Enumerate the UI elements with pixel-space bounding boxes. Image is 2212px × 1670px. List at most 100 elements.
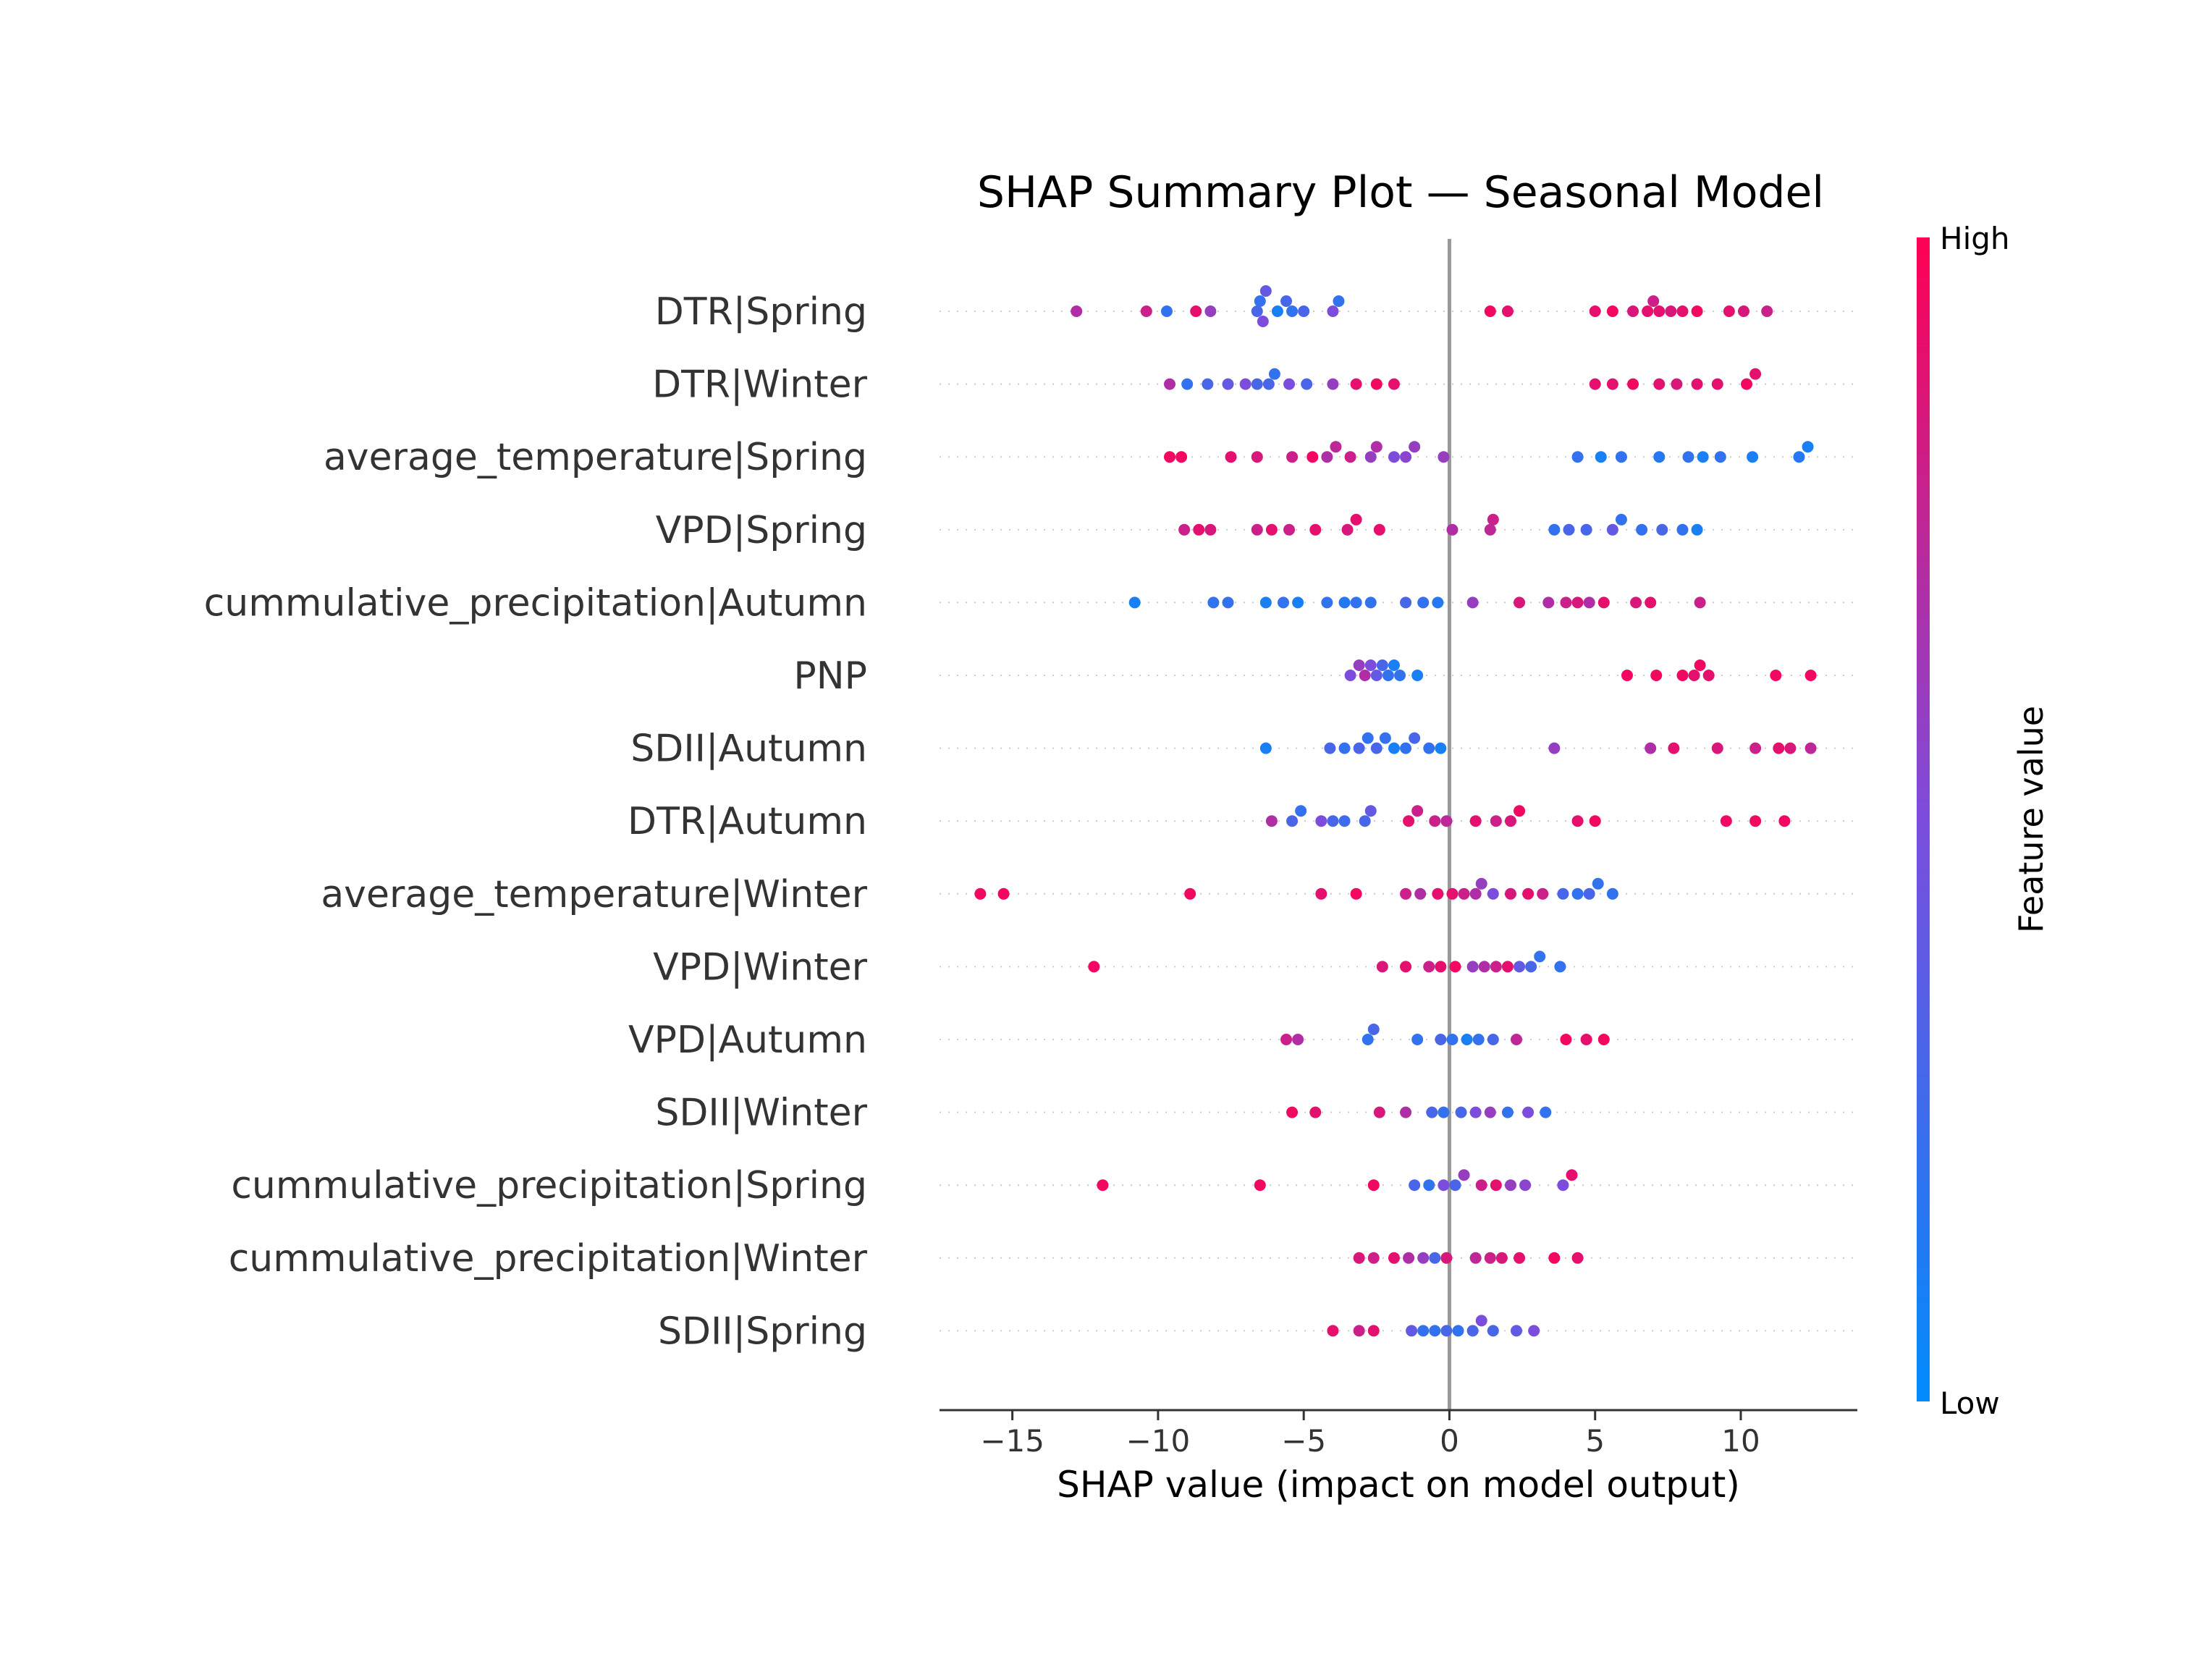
shap-point bbox=[1403, 1252, 1415, 1264]
shap-point bbox=[1711, 378, 1723, 390]
shap-point bbox=[1691, 305, 1703, 317]
shap-point bbox=[1362, 732, 1374, 744]
shap-point bbox=[1204, 305, 1217, 317]
shap-point bbox=[1364, 596, 1377, 609]
shap-point bbox=[1432, 596, 1444, 609]
shap-point bbox=[1469, 1252, 1482, 1264]
shap-point bbox=[1458, 1169, 1470, 1181]
feature-label: DTR|Spring bbox=[655, 290, 867, 334]
shap-point bbox=[1440, 815, 1453, 827]
shap-point bbox=[1359, 670, 1371, 681]
shap-point bbox=[1597, 1034, 1610, 1045]
shap-point bbox=[1595, 451, 1607, 463]
data-points bbox=[974, 285, 1817, 1337]
shap-point bbox=[1251, 523, 1263, 536]
shap-point bbox=[1438, 1106, 1450, 1118]
shap-point bbox=[1627, 378, 1639, 390]
shap-point bbox=[1522, 887, 1535, 900]
shap-point bbox=[1487, 1034, 1499, 1045]
shap-point bbox=[1645, 742, 1657, 754]
shap-point bbox=[1338, 742, 1351, 754]
shap-point bbox=[1560, 1034, 1572, 1045]
shap-point bbox=[1327, 305, 1339, 317]
shap-point bbox=[1435, 742, 1447, 754]
shap-point bbox=[1571, 887, 1584, 900]
shap-point bbox=[1277, 596, 1289, 609]
shap-point bbox=[1265, 815, 1278, 827]
shap-point bbox=[1423, 742, 1435, 754]
shap-point bbox=[1469, 1106, 1482, 1118]
shap-point bbox=[1802, 441, 1814, 453]
shap-point bbox=[1784, 742, 1797, 754]
shap-point bbox=[1484, 523, 1496, 536]
shap-point bbox=[1458, 887, 1470, 900]
shap-point bbox=[1548, 742, 1561, 754]
shap-point bbox=[1682, 451, 1694, 463]
shap-point bbox=[1749, 368, 1762, 380]
shap-point bbox=[1580, 523, 1592, 536]
shap-point bbox=[1504, 1179, 1516, 1192]
feature-label: SDII|Spring bbox=[658, 1310, 867, 1353]
shap-point bbox=[1676, 523, 1689, 536]
shap-point bbox=[1490, 961, 1502, 973]
shap-point bbox=[1364, 805, 1377, 817]
shap-point bbox=[1411, 670, 1424, 681]
shap-point bbox=[1554, 961, 1566, 973]
shap-point bbox=[1295, 805, 1307, 817]
shap-point bbox=[1321, 451, 1333, 463]
shap-point bbox=[1438, 451, 1450, 463]
x-axis-label: SHAP value (impact on model output) bbox=[1057, 1464, 1740, 1506]
shap-point bbox=[1694, 596, 1706, 609]
shap-point bbox=[1376, 659, 1388, 671]
shap-point bbox=[1589, 305, 1601, 317]
shap-point bbox=[1469, 815, 1482, 827]
shap-point bbox=[1589, 378, 1601, 390]
shap-point bbox=[1370, 670, 1382, 681]
shap-point bbox=[1571, 815, 1584, 827]
shap-point bbox=[1804, 670, 1817, 681]
shap-point bbox=[1330, 441, 1342, 453]
shap-point bbox=[1501, 961, 1514, 973]
shap-point bbox=[1353, 1325, 1365, 1337]
shap-point bbox=[1571, 1252, 1584, 1264]
shap-point bbox=[1373, 1106, 1385, 1118]
shap-point bbox=[1548, 523, 1561, 536]
shap-point bbox=[1630, 596, 1642, 609]
shap-point bbox=[1409, 732, 1421, 744]
shap-point bbox=[1478, 961, 1490, 973]
shap-point bbox=[1738, 305, 1750, 317]
shap-point bbox=[1589, 815, 1601, 827]
shap-point bbox=[1286, 305, 1299, 317]
shap-point bbox=[1636, 523, 1648, 536]
shap-point bbox=[1621, 670, 1633, 681]
shap-point bbox=[1388, 451, 1400, 463]
shap-point bbox=[1656, 523, 1668, 536]
shap-point bbox=[1557, 1179, 1569, 1192]
feature-label: VPD|Winter bbox=[653, 945, 868, 989]
shap-point bbox=[1388, 1252, 1400, 1264]
shap-point bbox=[1164, 451, 1176, 463]
chart-title: SHAP Summary Plot — Seasonal Model bbox=[977, 167, 1824, 218]
shap-point bbox=[1400, 742, 1412, 754]
shap-point bbox=[1350, 596, 1362, 609]
shap-point bbox=[1597, 596, 1610, 609]
shap-point bbox=[1097, 1179, 1109, 1192]
shap-point bbox=[1484, 1106, 1496, 1118]
x-tick-label: −5 bbox=[1281, 1423, 1326, 1459]
shap-point bbox=[1642, 305, 1654, 317]
shap-point bbox=[1583, 887, 1595, 900]
shap-point bbox=[1770, 670, 1782, 681]
shap-point bbox=[1409, 441, 1421, 453]
x-tick-label: −10 bbox=[1126, 1423, 1191, 1459]
shap-point bbox=[1548, 1252, 1561, 1264]
shap-point bbox=[1286, 1106, 1299, 1118]
shap-point bbox=[1469, 887, 1482, 900]
shap-point bbox=[1484, 1252, 1496, 1264]
feature-label: SDII|Autumn bbox=[630, 728, 867, 771]
shap-point bbox=[1262, 378, 1275, 390]
shap-point bbox=[1414, 887, 1427, 900]
shap-point bbox=[1495, 1252, 1508, 1264]
shap-point bbox=[1286, 451, 1299, 463]
shap-point bbox=[1254, 295, 1266, 307]
